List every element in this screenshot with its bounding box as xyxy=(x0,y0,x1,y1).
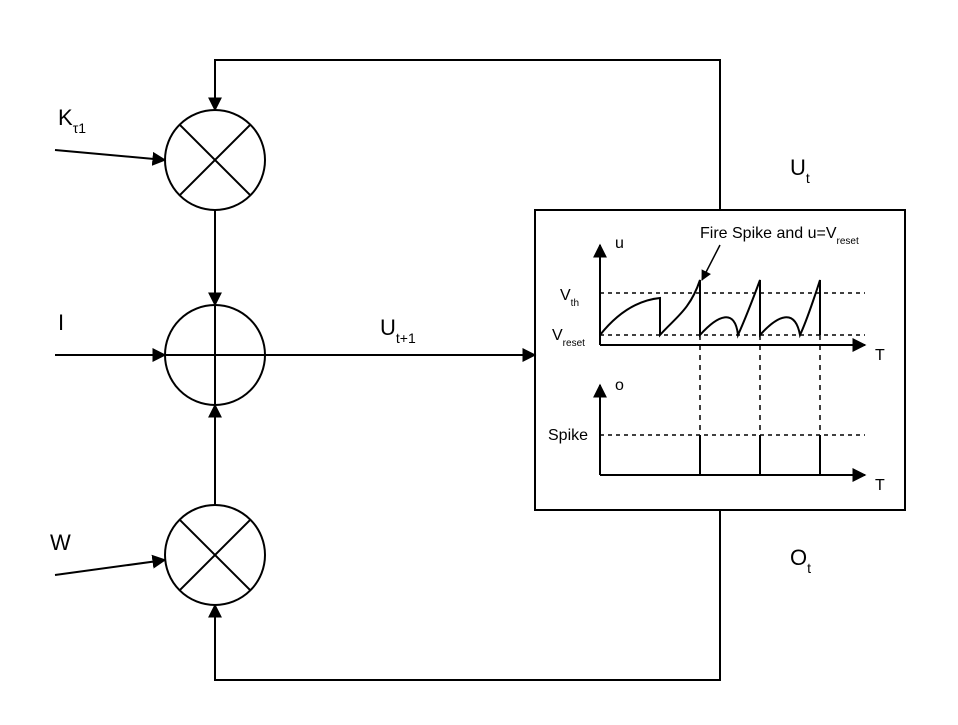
edge-Ktau1_in xyxy=(55,150,165,160)
label-W: W xyxy=(50,530,71,555)
label-T-upper: T xyxy=(875,347,885,364)
inset-u-trace xyxy=(600,280,820,335)
edge-Ut_feedback xyxy=(215,60,720,210)
fire-block xyxy=(535,210,905,510)
label-Vth: Vth xyxy=(560,287,579,309)
label-Spike: Spike xyxy=(548,427,588,444)
edge-Ot_feedback xyxy=(215,510,720,680)
label-u-axis: u xyxy=(615,235,624,252)
inset-pointer xyxy=(702,245,720,280)
label-U-tp1: Ut+1 xyxy=(380,315,416,346)
label-fire-title: Fire Spike and u=Vreset xyxy=(700,225,859,247)
label-k-tau1: Kτ1 xyxy=(58,105,86,136)
edge-W_in xyxy=(55,560,165,575)
label-O-t: Ot xyxy=(790,545,811,576)
label-T-lower: T xyxy=(875,477,885,494)
label-U-t: Ut xyxy=(790,155,810,186)
label-Vreset: Vreset xyxy=(552,327,585,349)
label-I: I xyxy=(58,310,64,335)
label-o-axis: o xyxy=(615,377,624,394)
diagram-canvas: Kτ1 I W Ut Ot Ut+1 Fire Spike and u=Vreset u o Vt… xyxy=(0,0,958,725)
